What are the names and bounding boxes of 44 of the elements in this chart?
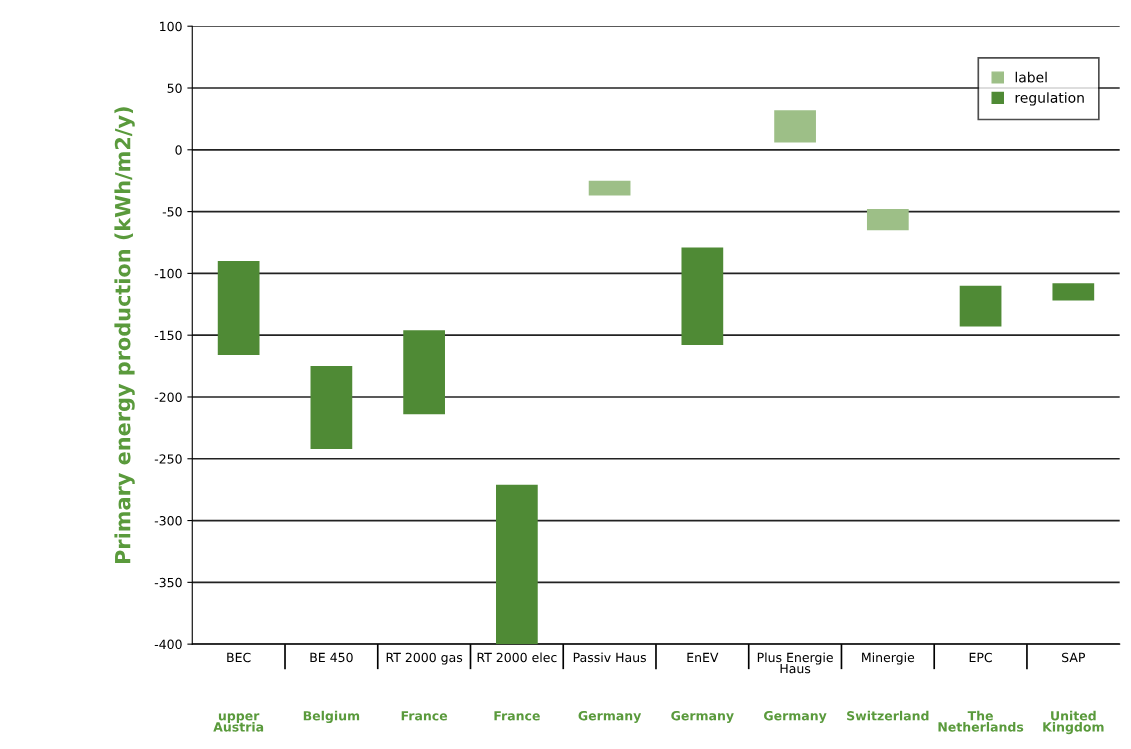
x-tick-label: EnEV xyxy=(687,652,719,662)
bar xyxy=(403,330,445,415)
y-tick-label: 0 xyxy=(175,145,182,155)
y-tick-label: -150 xyxy=(154,330,182,341)
bar xyxy=(496,484,538,645)
y-axis-title: Primary energy production (kWh/m2/y) xyxy=(114,107,135,563)
bar xyxy=(310,366,353,449)
bar xyxy=(681,247,724,346)
text: Germany xyxy=(671,710,734,723)
text: Belgium xyxy=(303,710,360,723)
y-tick-label: 100 xyxy=(160,21,182,32)
y-tick-label: 50 xyxy=(167,83,182,93)
text: United Kingdom xyxy=(1043,710,1104,735)
y-tick-label: -50 xyxy=(162,207,182,217)
y-tick-label: -250 xyxy=(154,454,182,464)
x-tick-label: Passiv Haus xyxy=(573,652,646,663)
text: France xyxy=(401,711,448,721)
y-tick-label: -400 xyxy=(154,639,182,650)
bar xyxy=(959,285,1002,327)
text: The Netherlands xyxy=(938,710,1024,732)
x-tick-label: EPC xyxy=(969,652,992,663)
bar xyxy=(774,110,816,143)
text: France xyxy=(494,711,540,721)
x-tick-label: RT 2000 gas xyxy=(386,652,463,665)
x-tick-label: RT 2000 elec xyxy=(477,652,557,663)
bar xyxy=(866,209,909,231)
x-tick-label: BE 450 xyxy=(310,652,353,663)
y-tick-label: -100 xyxy=(154,268,182,279)
bar xyxy=(588,180,631,196)
x-tick-label: Minergie xyxy=(862,652,915,665)
y-tick-label: -200 xyxy=(154,392,182,402)
x-tick-label: SAP xyxy=(1062,652,1086,663)
text: Germany xyxy=(764,710,827,723)
x-tick-label: Plus Energie Haus xyxy=(757,652,833,674)
bar xyxy=(217,261,260,355)
bar xyxy=(1052,283,1095,301)
y-tick-label: -350 xyxy=(154,577,182,588)
x-tick-label: BEC xyxy=(227,652,251,663)
text: Switzerland xyxy=(847,710,929,721)
text: upper Austria xyxy=(213,713,264,732)
text: Germany xyxy=(578,710,642,723)
legend-label: regulation xyxy=(1015,92,1084,106)
legend-label: label xyxy=(1015,71,1047,83)
y-tick-label: -300 xyxy=(154,516,182,526)
